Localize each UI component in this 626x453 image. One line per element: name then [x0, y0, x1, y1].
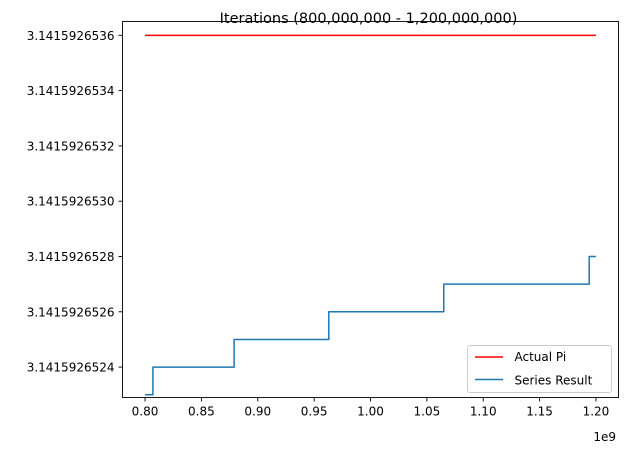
- plot-area-frame: [122, 21, 619, 398]
- legend-label-series-result: Series Result: [515, 374, 593, 388]
- x-tick-label: 0.90: [244, 405, 271, 419]
- x-tick-label: 1.10: [470, 405, 497, 419]
- x-offset-label: 1e9: [593, 430, 616, 444]
- x-tick-label: 0.95: [301, 405, 328, 419]
- x-tick-label: 0.80: [132, 405, 159, 419]
- x-tick-label: 0.85: [188, 405, 215, 419]
- series-layer: [145, 34, 596, 396]
- legend: Actual Pi Series Result: [467, 345, 612, 393]
- x-tick-label: 1.15: [526, 405, 553, 419]
- x-tick-label: 1.00: [357, 405, 384, 419]
- y-tick-label: 3.1415926526: [27, 305, 115, 319]
- y-tick-label: 3.1415926536: [27, 29, 115, 43]
- y-tick-label: 3.1415926534: [27, 84, 115, 98]
- x-axis: 0.80 0.85 0.90 0.95 1.00 1.05 1.10 1.15 1.20: [132, 397, 610, 419]
- y-tick-label: 3.1415926524: [27, 361, 115, 375]
- y-tick-label: 3.1415926530: [27, 195, 115, 209]
- series-line-series-result: [145, 255, 596, 396]
- legend-box: [467, 345, 612, 393]
- legend-label-actual-pi: Actual Pi: [515, 350, 567, 364]
- x-tick-label: 1.20: [583, 405, 610, 419]
- y-axis: 3.1415926524 3.1415926526 3.1415926528 3.14…: [27, 29, 123, 375]
- x-tick-label: 1.05: [414, 405, 441, 419]
- y-tick-label: 3.1415926532: [27, 139, 115, 153]
- y-tick-label: 3.1415926528: [27, 250, 115, 264]
- chart-title: Iterations (800,000,000 - 1,200,000,000): [220, 11, 518, 27]
